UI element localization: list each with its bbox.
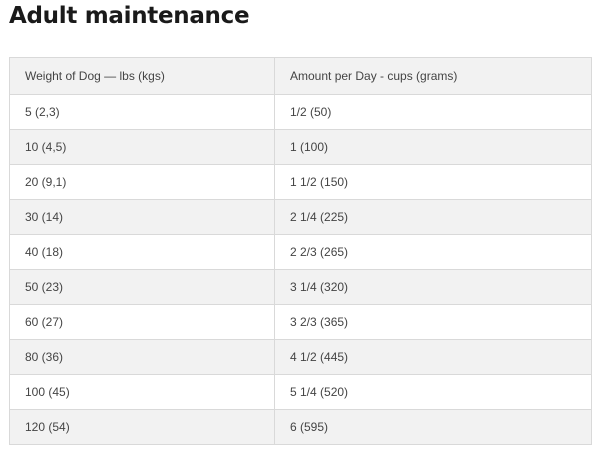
- cell-weight: 100 (45): [9, 374, 275, 410]
- table-row: 5 (2,3) 1/2 (50): [9, 94, 592, 130]
- cell-weight: 20 (9,1): [9, 164, 275, 200]
- table-header-row: Weight of Dog — lbs (kgs) Amount per Day…: [9, 57, 592, 95]
- table-row: 120 (54) 6 (595): [9, 409, 592, 445]
- cell-amount: 3 1/4 (320): [274, 269, 592, 305]
- table-row: 60 (27) 3 2/3 (365): [9, 304, 592, 340]
- page-title: Adult maintenance: [9, 3, 250, 29]
- cell-amount: 1 (100): [274, 129, 592, 165]
- cell-amount: 6 (595): [274, 409, 592, 445]
- cell-amount: 2 2/3 (265): [274, 234, 592, 270]
- cell-amount: 3 2/3 (365): [274, 304, 592, 340]
- table-row: 10 (4,5) 1 (100): [9, 129, 592, 165]
- header-amount: Amount per Day - cups (grams): [274, 57, 592, 95]
- cell-amount: 1/2 (50): [274, 94, 592, 130]
- cell-amount: 5 1/4 (520): [274, 374, 592, 410]
- feeding-table: Weight of Dog — lbs (kgs) Amount per Day…: [9, 57, 592, 445]
- cell-amount: 1 1/2 (150): [274, 164, 592, 200]
- table-row: 40 (18) 2 2/3 (265): [9, 234, 592, 270]
- header-weight: Weight of Dog — lbs (kgs): [9, 57, 275, 95]
- cell-weight: 5 (2,3): [9, 94, 275, 130]
- cell-weight: 30 (14): [9, 199, 275, 235]
- cell-weight: 60 (27): [9, 304, 275, 340]
- cell-weight: 40 (18): [9, 234, 275, 270]
- table-row: 80 (36) 4 1/2 (445): [9, 339, 592, 375]
- table-row: 20 (9,1) 1 1/2 (150): [9, 164, 592, 200]
- table-row: 50 (23) 3 1/4 (320): [9, 269, 592, 305]
- cell-amount: 4 1/2 (445): [274, 339, 592, 375]
- cell-weight: 120 (54): [9, 409, 275, 445]
- cell-weight: 10 (4,5): [9, 129, 275, 165]
- table-row: 30 (14) 2 1/4 (225): [9, 199, 592, 235]
- table-row: 100 (45) 5 1/4 (520): [9, 374, 592, 410]
- cell-weight: 50 (23): [9, 269, 275, 305]
- cell-weight: 80 (36): [9, 339, 275, 375]
- cell-amount: 2 1/4 (225): [274, 199, 592, 235]
